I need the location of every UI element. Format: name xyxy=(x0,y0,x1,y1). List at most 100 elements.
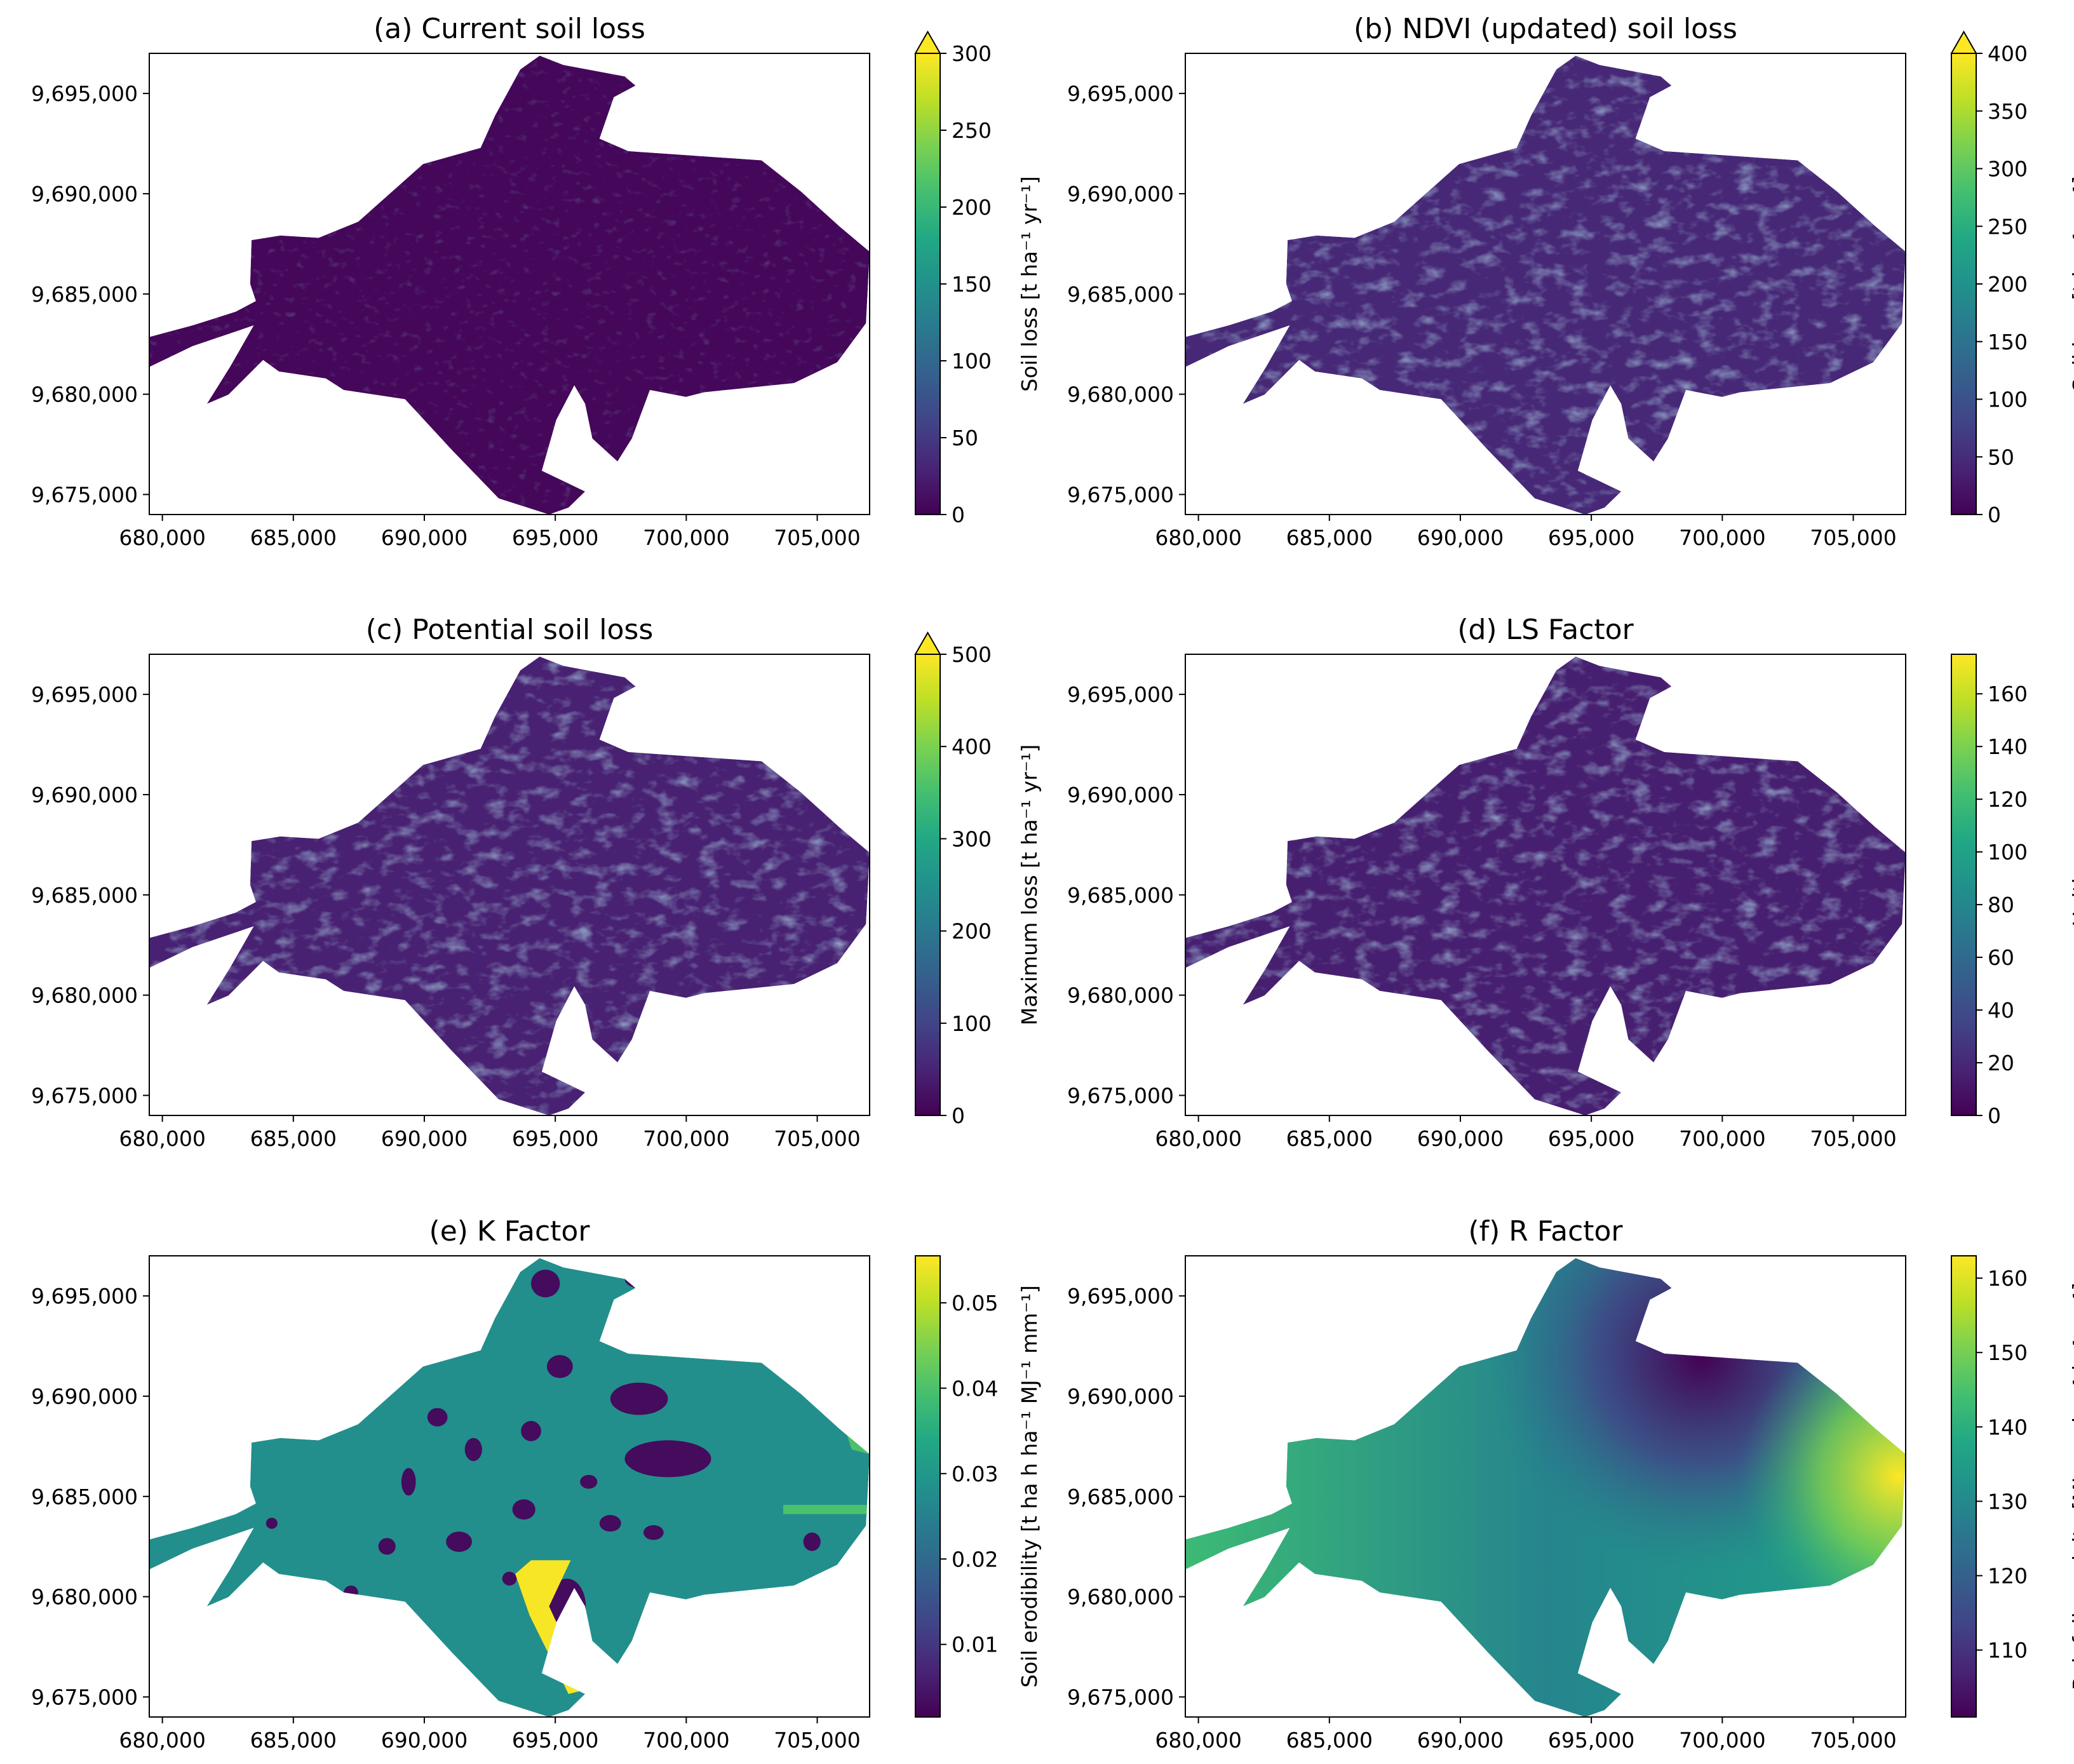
x-tick-label: 695,000 xyxy=(512,1126,598,1151)
colorbar-tick-label: 160 xyxy=(1988,1266,2028,1291)
low-erodibility-patch xyxy=(378,1538,396,1555)
axes-frame xyxy=(1185,1255,1906,1718)
terrain-texture xyxy=(149,656,870,1115)
colorbar-tick-label: 130 xyxy=(1988,1489,2028,1514)
colorbar-extend-arrow xyxy=(914,631,941,655)
colorbar-tick-label: 140 xyxy=(1988,734,2028,759)
x-tick-label: 705,000 xyxy=(774,525,860,550)
colorbar-tick-label: 150 xyxy=(1988,1340,2028,1365)
colorbar-frame xyxy=(1951,1255,1977,1718)
colorbar xyxy=(1951,53,1976,515)
x-tick-label: 705,000 xyxy=(1810,1126,1896,1151)
y-tick-label: 9,685,000 xyxy=(1067,282,1174,307)
colorbar xyxy=(915,1256,940,1717)
colorbar-tick-label: 300 xyxy=(952,41,992,66)
x-tick-label: 690,000 xyxy=(381,1728,468,1753)
x-tick-label: 680,000 xyxy=(1155,1728,1241,1753)
colorbar-tick-label: 150 xyxy=(952,272,992,297)
axes-frame xyxy=(1185,654,1906,1116)
y-tick-label: 9,690,000 xyxy=(31,1384,138,1409)
low-erodibility-patch xyxy=(446,1532,473,1552)
y-tick-label: 9,690,000 xyxy=(31,182,138,206)
x-tick-label: 690,000 xyxy=(381,525,468,550)
terrain-texture xyxy=(1185,656,1906,1115)
axes-frame xyxy=(1185,53,1906,515)
low-erodibility-patch xyxy=(624,1440,711,1478)
x-tick-label: 695,000 xyxy=(512,525,598,550)
low-erodibility-patch xyxy=(344,1586,358,1599)
x-tick-label: 700,000 xyxy=(1679,525,1765,550)
x-tick-label: 690,000 xyxy=(1417,525,1504,550)
colorbar-tick-label: 120 xyxy=(1988,787,2028,812)
low-erodibility-patch xyxy=(521,1420,541,1441)
colorbar-tick-label: 80 xyxy=(1988,892,2014,917)
region-map xyxy=(149,55,870,515)
y-tick-label: 9,685,000 xyxy=(31,282,138,307)
y-tick-label: 9,675,000 xyxy=(1067,1083,1174,1108)
y-tick-label: 9,690,000 xyxy=(1067,182,1174,206)
low-erodibility-patch xyxy=(599,1515,621,1532)
x-tick-label: 680,000 xyxy=(119,525,205,550)
low-erodibility-patch xyxy=(624,1269,654,1288)
y-tick-label: 9,675,000 xyxy=(31,1083,138,1108)
colorbar-tick-label: 60 xyxy=(1988,945,2014,970)
low-erodibility-patch xyxy=(531,1269,560,1298)
y-tick-label: 9,680,000 xyxy=(31,983,138,1008)
colorbar-tick-label: 120 xyxy=(1988,1564,2028,1589)
panel-title: (f) R Factor xyxy=(1468,1215,1623,1248)
colorbar-tick-label: 0.04 xyxy=(952,1376,998,1401)
y-tick-label: 9,680,000 xyxy=(1067,983,1174,1008)
y-tick-label: 9,675,000 xyxy=(1067,1685,1174,1709)
panel-title: (b) NDVI (updated) soil loss xyxy=(1354,13,1737,45)
axes-frame xyxy=(149,1255,870,1718)
y-tick-label: 9,680,000 xyxy=(1067,1585,1174,1610)
x-tick-label: 685,000 xyxy=(250,1126,337,1151)
colorbar-tick-label: 500 xyxy=(952,642,992,667)
low-erodibility-patch xyxy=(643,1525,664,1540)
y-tick-label: 9,690,000 xyxy=(1067,783,1174,807)
colorbar-tick-label: 400 xyxy=(952,734,992,759)
low-erodibility-patch xyxy=(610,1382,668,1415)
x-tick-label: 700,000 xyxy=(643,1126,729,1151)
low-erodibility-patch xyxy=(427,1408,448,1427)
region-fill xyxy=(149,1258,870,1717)
colorbar-tick-label: 0 xyxy=(952,502,965,527)
medium-erodibility-strip xyxy=(783,1505,870,1514)
colorbar-tick-label: 100 xyxy=(952,1011,992,1036)
colorbar-tick-label: 40 xyxy=(1988,998,2014,1023)
terrain-texture xyxy=(1185,55,1906,515)
y-tick-label: 9,680,000 xyxy=(31,382,138,407)
colorbar-label: Soil loss [t ha⁻¹ yr⁻¹] xyxy=(1017,176,1042,391)
x-tick-label: 700,000 xyxy=(643,1728,729,1753)
colorbar-tick-label: 0 xyxy=(1988,1103,2001,1128)
region-map xyxy=(149,656,870,1115)
y-tick-label: 9,695,000 xyxy=(1067,1284,1174,1309)
low-erodibility-patch xyxy=(512,1499,535,1520)
y-tick-label: 9,675,000 xyxy=(1067,482,1174,507)
x-tick-label: 690,000 xyxy=(381,1126,468,1151)
erosivity-maximum xyxy=(1739,1317,1906,1635)
y-tick-label: 9,690,000 xyxy=(31,783,138,807)
colorbar-tick-label: 160 xyxy=(1988,682,2028,706)
colorbar-tick-label: 200 xyxy=(952,195,992,220)
panel-title: (c) Potential soil loss xyxy=(366,614,654,646)
colorbar-tick-label: 0 xyxy=(952,1103,965,1128)
region-map xyxy=(1185,656,1906,1115)
panel-title: (e) K Factor xyxy=(429,1215,591,1248)
colorbar-tick-label: 20 xyxy=(1988,1051,2014,1075)
region-map xyxy=(1185,55,1906,515)
x-tick-label: 685,000 xyxy=(1286,525,1373,550)
colorbar-extend-arrow xyxy=(1950,30,1977,54)
low-erodibility-patch xyxy=(803,1532,821,1551)
colorbar-tick-label: 150 xyxy=(1988,330,2028,354)
x-tick-label: 690,000 xyxy=(1417,1126,1504,1151)
panel-3: (d) LS Factor 680,000 685,000 690,000 695,00… xyxy=(1067,614,2074,1151)
colorbar-tick-label: 140 xyxy=(1988,1415,2028,1439)
y-tick-label: 9,675,000 xyxy=(31,482,138,507)
x-tick-label: 685,000 xyxy=(250,1728,337,1753)
y-tick-label: 9,685,000 xyxy=(1067,1485,1174,1509)
colorbar-tick-label: 400 xyxy=(1988,41,2028,66)
panel-0: (a) Current soil loss 680,000 685,000 690,0… xyxy=(31,13,1042,550)
x-tick-label: 690,000 xyxy=(1417,1728,1504,1753)
x-tick-label: 680,000 xyxy=(119,1126,205,1151)
